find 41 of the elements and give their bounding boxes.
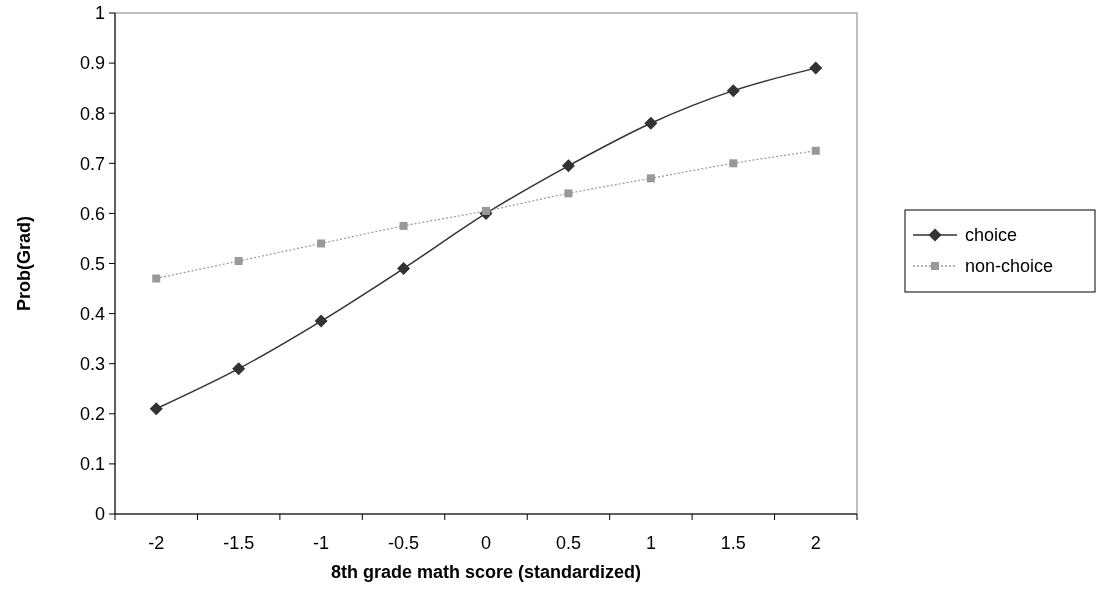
legend-label: non-choice bbox=[965, 256, 1054, 277]
point bbox=[729, 159, 738, 168]
x-tick-label: 0.5 bbox=[555, 533, 581, 553]
legend-label: choice bbox=[965, 225, 1018, 246]
y-tick-label: 0.3 bbox=[79, 354, 105, 374]
point bbox=[152, 274, 161, 283]
y-tick-label: 0.5 bbox=[79, 253, 105, 274]
y-tick-label: 0.2 bbox=[79, 404, 105, 425]
x-tick-label: 1 bbox=[645, 533, 656, 553]
point bbox=[399, 221, 408, 230]
x-tick-label: -2 bbox=[148, 533, 165, 553]
point bbox=[317, 239, 326, 248]
y-tick-label: 0.4 bbox=[79, 303, 105, 324]
x-tick-label: 1.5 bbox=[720, 533, 746, 553]
x-tick-label: 0 bbox=[480, 533, 492, 553]
point bbox=[149, 402, 163, 416]
x-tick-label: -1 bbox=[313, 533, 330, 553]
y-tick-label: 1 bbox=[94, 3, 105, 24]
point bbox=[482, 206, 490, 215]
x-tick-label: -1.5 bbox=[223, 533, 255, 553]
point bbox=[564, 189, 573, 198]
point bbox=[561, 159, 575, 173]
y-tick-label: 0.9 bbox=[79, 53, 105, 74]
point bbox=[314, 314, 328, 328]
y-tick-label: 0.6 bbox=[79, 203, 105, 224]
x-axis-title: 8th grade math score (standardized) bbox=[330, 562, 642, 582]
y-tick-label: 0.1 bbox=[79, 454, 105, 475]
point bbox=[646, 174, 655, 183]
y-tick-label: 0 bbox=[94, 504, 105, 525]
x-tick-label: -0.5 bbox=[388, 533, 420, 553]
y-tick-label: 0.7 bbox=[79, 153, 105, 174]
point bbox=[644, 116, 658, 130]
point bbox=[397, 262, 411, 276]
x-tick-label: 2 bbox=[810, 533, 821, 553]
point bbox=[234, 257, 243, 265]
y-tick-label: 0.8 bbox=[79, 103, 105, 124]
point bbox=[726, 84, 740, 98]
point bbox=[232, 362, 246, 376]
point bbox=[811, 146, 820, 155]
y-axis-title: Prob(Grad) bbox=[14, 215, 34, 312]
point bbox=[809, 61, 823, 75]
